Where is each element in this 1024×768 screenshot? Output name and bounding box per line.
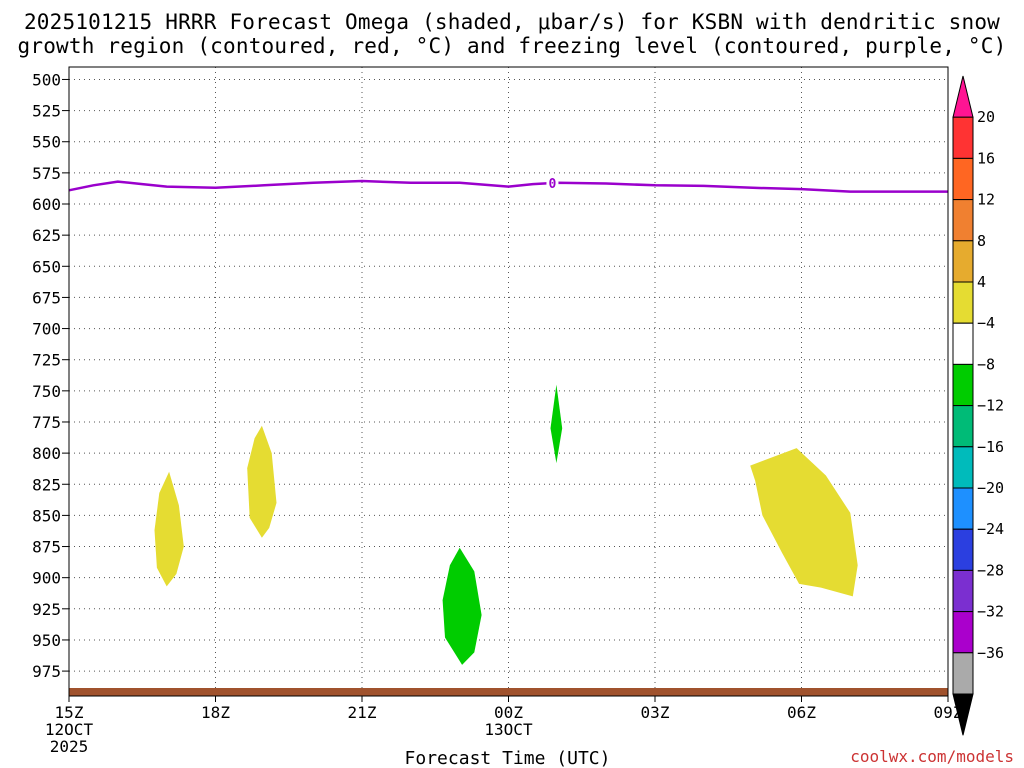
- y-tick-label-925: 925: [32, 600, 61, 619]
- chart-title-line-1: 2025101215 HRRR Forecast Omega (shaded, …: [23, 10, 1001, 34]
- x-tick-label-4-0: 03Z: [641, 703, 670, 722]
- colorbar-segment-10: [952, 487, 974, 530]
- colorbar-label-6: −4: [977, 314, 995, 332]
- colorbar-segment-5: [952, 281, 974, 324]
- x-tick-label-0-1: 12OCT: [45, 720, 94, 739]
- colorbar-segment-3: [952, 199, 974, 242]
- yellow-region-17z: [154, 471, 184, 587]
- colorbar-segment-4: [952, 240, 974, 283]
- grid-lines: [69, 67, 948, 696]
- colorbar-label-9: −16: [977, 438, 1004, 456]
- x-tick-label-1-0: 18Z: [201, 703, 230, 722]
- y-tick-label-825: 825: [32, 475, 61, 494]
- colorbar-legend: 20 16 12 8 4 −4 −8 −12 −16 −20 −24 −28 −32 −36: [952, 75, 1004, 736]
- y-tick-label-600: 600: [32, 195, 61, 214]
- omega-shaded-regions: [154, 384, 858, 665]
- y-tick-label-525: 525: [32, 102, 61, 121]
- y-tick-label-750: 750: [32, 382, 61, 401]
- x-tick-label-3-0: 00Z: [494, 703, 523, 722]
- x-tick-label-5-0: 06Z: [787, 703, 816, 722]
- y-tick-label-700: 700: [32, 320, 61, 339]
- colorbar-label-4: 8: [977, 232, 986, 250]
- green-region-01z: [550, 384, 563, 464]
- x-tick-label-0-2: 2025: [50, 737, 89, 756]
- colorbar-label-10: −20: [977, 479, 1004, 497]
- freezing-level-contour: 0: [68, 176, 948, 193]
- y-tick-label-625: 625: [32, 226, 61, 245]
- x-tick-label-3-1: 13OCT: [484, 720, 533, 739]
- yellow-region-06z: [750, 448, 858, 597]
- colorbar-label-11: −24: [977, 520, 1004, 538]
- yellow-region-19z: [247, 425, 277, 538]
- green-region-2245z: [442, 547, 482, 665]
- y-tick-label-775: 775: [32, 413, 61, 432]
- colorbar-label-12: −28: [977, 561, 1004, 579]
- plot-frame: [68, 66, 949, 697]
- colorbar-segment-9: [952, 446, 974, 489]
- y-tick-label-675: 675: [32, 288, 61, 307]
- colorbar-label-13: −32: [977, 603, 1004, 621]
- y-tick-label-725: 725: [32, 351, 61, 370]
- y-tick-label-550: 550: [32, 133, 61, 152]
- y-tick-label-800: 800: [32, 444, 61, 463]
- y-tick-label-500: 500: [32, 70, 61, 89]
- x-tick-label-6-0: 09Z: [934, 703, 963, 722]
- colorbar-segment-7: [952, 363, 974, 407]
- colorbar-segment-11: [952, 528, 974, 571]
- colorbar-label-2: 16: [977, 149, 995, 167]
- x-tick-label-0-0: 15Z: [55, 703, 84, 722]
- y-axis-ticks: 500 525 550 575 600 625 650 675 700 725 750 775 800 8…: [32, 70, 69, 681]
- x-tick-label-2-0: 21Z: [348, 703, 377, 722]
- y-tick-label-975: 975: [32, 662, 61, 681]
- colorbar-label-5: 4: [977, 273, 986, 291]
- colorbar-segment-12: [952, 569, 974, 613]
- freezing-level-label-bg: [546, 176, 559, 191]
- y-tick-label-850: 850: [32, 506, 61, 525]
- y-tick-label-950: 950: [32, 631, 61, 650]
- y-tick-label-650: 650: [32, 257, 61, 276]
- freezing-level-label: 0: [549, 177, 557, 192]
- colorbar-segment-2: [952, 157, 974, 201]
- freezing-level-line: [68, 179, 948, 193]
- colorbar-label-7: −8: [977, 355, 995, 373]
- colorbar-label-8: −12: [977, 397, 1004, 415]
- colorbar-label-3: 12: [977, 191, 995, 209]
- y-tick-label-575: 575: [32, 164, 61, 183]
- colorbar-segment-6: [952, 322, 974, 365]
- ground-surface: [69, 688, 948, 696]
- credit-link[interactable]: coolwx.com/models: [850, 747, 1014, 766]
- colorbar-label-1: 20: [977, 108, 995, 126]
- chart-title-line-2: growth region (contoured, red, °C) and f…: [17, 34, 1007, 58]
- colorbar-segment-15: [952, 693, 974, 736]
- y-tick-label-900: 900: [32, 569, 61, 588]
- colorbar-segment-14: [952, 652, 974, 695]
- colorbar-segment-13: [952, 611, 974, 654]
- y-tick-label-875: 875: [32, 538, 61, 557]
- x-axis-label: Forecast Time (UTC): [405, 748, 611, 768]
- colorbar-segment-8: [952, 405, 974, 448]
- colorbar-segment-1: [952, 116, 974, 159]
- colorbar-label-14: −36: [977, 644, 1004, 662]
- colorbar-segment-0: [952, 75, 974, 118]
